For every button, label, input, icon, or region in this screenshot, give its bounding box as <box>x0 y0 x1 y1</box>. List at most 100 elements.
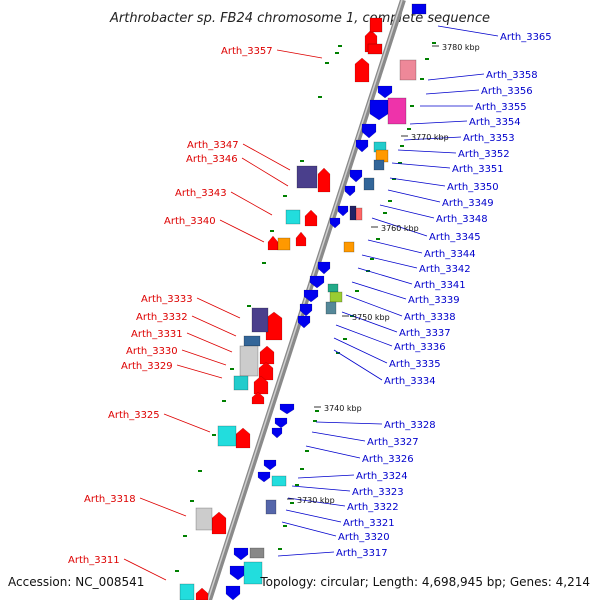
tick-mark <box>183 535 187 537</box>
gene-label-forward: Arth_3325 <box>108 410 160 421</box>
gene-label-reverse: Arth_3353 <box>463 133 515 144</box>
leader-line <box>297 474 355 479</box>
gene-block <box>217 425 237 447</box>
leader-line <box>276 49 323 59</box>
reverse-gene <box>279 403 295 415</box>
gene-block <box>285 209 301 225</box>
tick-mark <box>410 105 414 107</box>
tick-mark <box>305 450 309 452</box>
tick-mark <box>400 145 404 147</box>
tick-mark <box>388 200 392 202</box>
leader-line <box>181 349 227 366</box>
leader-line <box>409 120 468 125</box>
gene-label-forward: Arth_3311 <box>68 555 120 566</box>
gene-label-reverse: Arth_3337 <box>399 328 451 339</box>
kbp-label-layer: 3780 kbp 3770 kbp 3760 kbp 3750 kbp 3740 kbp… <box>287 43 480 505</box>
accession-text: Accession: NC_008541 <box>8 575 144 589</box>
tick-mark <box>376 238 380 240</box>
forward-gene <box>267 235 279 251</box>
leader-line <box>397 149 457 154</box>
tick-mark <box>247 305 251 307</box>
reverse-gene <box>344 185 356 197</box>
gene-label-reverse: Arth_3322 <box>347 502 399 513</box>
leader-line <box>361 254 418 269</box>
leader-line <box>357 267 413 285</box>
tick-mark <box>420 78 424 80</box>
forward-gene <box>253 375 269 395</box>
leader-line <box>291 485 351 492</box>
gene-label-reverse: Arth_3358 <box>486 70 538 81</box>
leader-line <box>341 311 398 333</box>
forward-gene <box>211 511 227 535</box>
leader-line <box>196 297 241 319</box>
gene-label-forward: Arth_3331 <box>131 329 183 340</box>
leader-line <box>230 191 273 216</box>
gene-block <box>265 499 277 515</box>
forward-gene <box>258 361 274 381</box>
leader-line <box>403 136 462 141</box>
tick-mark <box>425 58 429 60</box>
leader-line <box>335 324 393 347</box>
gene-block <box>239 345 259 377</box>
tick-mark <box>295 484 299 486</box>
gene-label-reverse: Arth_3349 <box>442 198 494 209</box>
tick-mark <box>343 338 347 340</box>
leader-line <box>371 217 428 237</box>
gene-block <box>296 165 318 189</box>
leader-line <box>123 558 167 581</box>
leader-line <box>351 281 407 300</box>
leader-line <box>277 551 335 557</box>
reverse-gene <box>297 315 311 329</box>
kbp-label: 3750 kbp <box>352 313 390 322</box>
gene-block <box>327 283 339 293</box>
tick-mark <box>432 42 436 44</box>
gene-label-forward: Arth_3340 <box>164 216 216 227</box>
gene-block <box>343 241 355 253</box>
tick-mark <box>398 162 402 164</box>
gene-block <box>373 159 385 171</box>
gene-block <box>411 3 427 15</box>
tick-mark <box>270 230 274 232</box>
gene-label-forward: Arth_3343 <box>175 188 227 199</box>
gene-label-reverse: Arth_3352 <box>458 149 510 160</box>
leader-line <box>333 337 388 364</box>
gene-layer <box>179 3 427 600</box>
tick-mark <box>283 525 287 527</box>
gene-label-reverse: Arth_3344 <box>424 249 476 260</box>
chromosome-backbone-highlight <box>207 0 403 600</box>
tick-mark <box>198 470 202 472</box>
forward-gene <box>304 209 318 227</box>
tick-mark <box>175 570 179 572</box>
reverse-gene <box>257 471 271 483</box>
gene-block <box>249 547 265 559</box>
gene-label-reverse: Arth_3354 <box>469 117 521 128</box>
reverse-gene <box>299 303 313 317</box>
tick-mark <box>315 410 319 412</box>
gene-label-reverse: Arth_3328 <box>384 420 436 431</box>
gene-label-reverse: Arth_3324 <box>356 471 408 482</box>
tick-mark <box>278 548 282 550</box>
leader-line <box>191 315 237 337</box>
tick-mark <box>335 52 339 54</box>
reverse-gene <box>271 427 283 439</box>
gene-label-forward: Arth_3347 <box>187 140 239 151</box>
gene-label-reverse: Arth_3326 <box>362 454 414 465</box>
kbp-label: 3780 kbp <box>442 43 480 52</box>
tick-mark <box>230 368 234 370</box>
gene-block <box>179 583 195 600</box>
gene-label-layer: Arth_3357 Arth_3347 Arth_3346 Arth_3343 Arth… <box>68 32 552 566</box>
reverse-gene <box>274 417 288 429</box>
leader-line <box>379 204 435 219</box>
gene-label-reverse: Arth_3327 <box>367 437 419 448</box>
forward-gene <box>235 427 251 449</box>
gene-block <box>363 177 375 191</box>
gene-label-reverse: Arth_3345 <box>429 232 481 243</box>
leader-line <box>281 521 337 537</box>
gene-label-reverse: Arth_3335 <box>389 359 441 370</box>
leader-line <box>391 162 451 169</box>
gene-label-reverse: Arth_3356 <box>481 86 533 97</box>
forward-gene <box>317 167 331 193</box>
leader-line <box>425 89 480 95</box>
forward-gene <box>251 391 265 405</box>
leader-line <box>186 332 233 353</box>
